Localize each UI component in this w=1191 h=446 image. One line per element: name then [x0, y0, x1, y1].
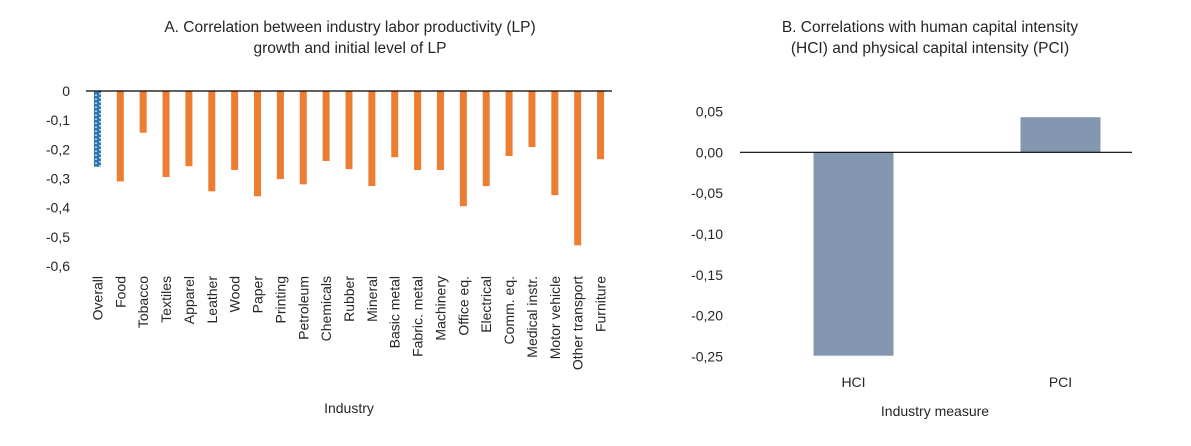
- chart-a-y-tick-label: -0,5: [46, 229, 70, 245]
- chart-b-y-tick-label: -0,05: [691, 185, 723, 201]
- bar-mineral: [368, 91, 376, 187]
- chart-a-y-tick-label: -0,1: [46, 112, 70, 128]
- category-label-electrical: Electrical: [478, 276, 494, 333]
- chart-a-y-tick-label: -0,2: [46, 141, 70, 157]
- chart-b-y-axis: 0,05 0,00 -0,05 -0,10 -0,15 -0,20 -0,25: [691, 104, 723, 365]
- category-label-fabric-metal: Fabric. metal: [410, 276, 426, 357]
- category-label-mineral: Mineral: [364, 276, 380, 322]
- bar-medical-instr: [528, 91, 536, 147]
- bar-food: [116, 91, 124, 182]
- bar-other-transport: [574, 91, 582, 246]
- chart-a-y-tick-label: -0,3: [46, 171, 70, 187]
- bar-comm-eq: [505, 91, 513, 157]
- category-label-food: Food: [112, 276, 128, 308]
- chart-a-bars: [93, 91, 605, 246]
- bar-petroleum: [299, 91, 307, 185]
- category-label-printing: Printing: [272, 276, 288, 323]
- bar-machinery: [436, 91, 444, 171]
- chart-a-title-line-2: growth and initial level of LP: [253, 40, 447, 57]
- bar-overall: [93, 91, 101, 167]
- chart-b-y-tick-label: -0,10: [691, 226, 723, 242]
- bar-wood: [231, 91, 239, 171]
- category-label-petroleum: Petroleum: [295, 276, 311, 340]
- chart-a-y-axis: 0 -0,1 -0,2 -0,3 -0,4 -0,5 -0,6: [46, 83, 70, 274]
- chart-a-y-tick-label: -0,4: [46, 200, 70, 216]
- category-label-pci: PCI: [1049, 374, 1072, 390]
- chart-a-x-axis-title: Industry: [324, 400, 374, 416]
- category-label-tobacco: Tobacco: [135, 276, 151, 328]
- bar-paper: [254, 91, 262, 197]
- chart-b-x-axis-title: Industry measure: [881, 403, 989, 419]
- bar-chemicals: [322, 91, 330, 161]
- bar-pci: [1020, 117, 1101, 153]
- chart-a-y-tick-label: 0: [62, 83, 70, 99]
- chart-b-y-tick-label: -0,20: [691, 308, 723, 324]
- category-label-medical-instr: Medical instr.: [524, 276, 540, 358]
- category-label-paper: Paper: [250, 276, 266, 314]
- chart-b-x-axis: HCI PCI: [841, 374, 1072, 390]
- bar-motor-vehicle: [551, 91, 559, 196]
- category-label-basic-metal: Basic metal: [387, 276, 403, 348]
- bar-rubber: [345, 91, 353, 170]
- chart-b-title: B. Correlations with human capital inten…: [740, 17, 1120, 59]
- category-label-wood: Wood: [227, 276, 243, 312]
- bar-electrical: [482, 91, 490, 187]
- category-label-comm-eq: Comm. eq.: [501, 276, 517, 344]
- category-label-other-transport: Other transport: [570, 276, 586, 370]
- bar-printing: [276, 91, 284, 180]
- chart-b-title-line-1: B. Correlations with human capital inten…: [781, 19, 1079, 36]
- category-label-hci: HCI: [841, 374, 865, 390]
- category-label-rubber: Rubber: [341, 276, 357, 322]
- category-label-chemicals: Chemicals: [318, 276, 334, 341]
- category-label-apparel: Apparel: [181, 276, 197, 324]
- bar-basic-metal: [391, 91, 399, 158]
- chart-b-y-tick-label: -0,25: [691, 349, 723, 365]
- chart-a-x-axis: Overall Food Tobacco Textiles Apparel Leather…: [89, 276, 608, 370]
- category-label-motor-vehicle: Motor vehicle: [547, 276, 563, 359]
- chart-a-title-line-1: A. Correlation between industry labor pr…: [164, 19, 536, 36]
- chart-b-bars: [813, 117, 1101, 356]
- bar-textiles: [162, 91, 170, 178]
- category-label-office-eq: Office eq.: [455, 276, 471, 336]
- category-label-overall: Overall: [89, 276, 105, 320]
- bar-apparel: [185, 91, 193, 167]
- category-label-leather: Leather: [204, 276, 220, 324]
- chart-a: 0 -0,1 -0,2 -0,3 -0,4 -0,5 -0,6 Overall Food Tob…: [46, 83, 612, 416]
- category-label-machinery: Machinery: [432, 276, 448, 341]
- category-label-textiles: Textiles: [158, 276, 174, 323]
- chart-b-y-tick-label: -0,15: [691, 267, 723, 283]
- category-label-furniture: Furniture: [593, 276, 609, 332]
- chart-b-y-tick-label: 0,05: [696, 104, 723, 120]
- bar-leather: [208, 91, 216, 192]
- bar-fabric-metal: [414, 91, 422, 171]
- chart-b-title-line-2: (HCI) and physical capital intensity (PC…: [790, 40, 1070, 57]
- bar-office-eq: [459, 91, 467, 207]
- bar-hci: [813, 152, 894, 356]
- bar-furniture: [597, 91, 605, 160]
- chart-a-title: A. Correlation between industry labor pr…: [80, 17, 620, 59]
- bar-tobacco: [139, 91, 147, 133]
- chart-b-y-tick-label: 0,00: [696, 144, 723, 160]
- chart-a-y-tick-label: -0,6: [46, 258, 70, 274]
